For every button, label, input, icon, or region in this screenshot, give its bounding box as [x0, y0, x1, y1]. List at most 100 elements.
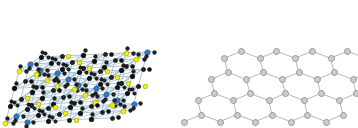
Point [212, 92, 217, 94]
Point [112, 59, 118, 61]
Point [82, 49, 88, 51]
Point [38, 69, 43, 71]
Point [94, 104, 100, 106]
Point [111, 99, 117, 101]
Point [29, 90, 34, 93]
Point [82, 84, 88, 86]
Point [91, 60, 97, 62]
Point [282, 92, 288, 94]
Point [120, 99, 126, 101]
Point [305, 114, 310, 116]
Point [92, 55, 98, 57]
Point [54, 85, 60, 87]
Point [25, 103, 31, 105]
Point [53, 77, 59, 79]
Point [73, 83, 78, 85]
Point [110, 104, 115, 106]
Point [24, 97, 30, 99]
Point [86, 77, 92, 79]
Point [82, 94, 88, 97]
Point [125, 92, 130, 94]
Point [94, 95, 100, 97]
Point [56, 113, 62, 115]
Point [101, 79, 107, 81]
Point [38, 56, 44, 58]
Point [130, 107, 136, 109]
Point [13, 82, 19, 84]
Point [221, 57, 227, 59]
Point [102, 53, 107, 55]
Point [3, 122, 8, 124]
Point [115, 82, 121, 84]
Point [93, 77, 99, 79]
Point [49, 57, 55, 59]
Point [123, 52, 129, 54]
Point [36, 109, 42, 111]
Point [113, 104, 118, 106]
Point [71, 102, 77, 104]
Point [129, 65, 135, 67]
Point [99, 111, 105, 113]
Point [314, 78, 320, 80]
Point [182, 121, 187, 123]
Point [279, 78, 285, 80]
Point [33, 73, 39, 75]
Point [274, 50, 279, 52]
Point [118, 59, 124, 61]
Point [103, 93, 109, 95]
Point [53, 58, 58, 60]
Point [72, 78, 77, 80]
Point [26, 67, 32, 69]
Point [115, 116, 121, 119]
Point [33, 63, 39, 65]
Point [90, 94, 95, 96]
Point [114, 76, 120, 78]
Point [318, 92, 324, 94]
Point [105, 110, 110, 113]
Point [114, 86, 120, 88]
Point [64, 83, 70, 85]
Point [61, 72, 67, 74]
Point [11, 87, 17, 89]
Point [146, 68, 152, 70]
Point [62, 85, 67, 87]
Point [243, 78, 249, 80]
Point [30, 85, 36, 87]
Point [13, 115, 19, 117]
Point [337, 99, 342, 102]
Point [131, 51, 136, 54]
Point [260, 71, 266, 73]
Point [67, 106, 73, 108]
Point [131, 92, 137, 94]
Point [83, 71, 88, 73]
Point [23, 80, 28, 82]
Point [39, 86, 45, 88]
Point [27, 63, 33, 65]
Point [77, 66, 83, 68]
Point [114, 99, 120, 102]
Point [257, 57, 262, 59]
Point [56, 89, 62, 91]
Point [66, 55, 71, 57]
Point [137, 102, 143, 104]
Point [131, 103, 137, 105]
Point [8, 100, 14, 102]
Point [44, 79, 49, 81]
Point [141, 57, 147, 60]
Point [225, 71, 231, 73]
Point [76, 61, 82, 63]
Point [97, 83, 103, 85]
Point [76, 84, 81, 86]
Point [59, 55, 65, 57]
Point [33, 86, 39, 88]
Point [104, 70, 110, 72]
Point [143, 55, 149, 57]
Point [340, 114, 346, 116]
Point [63, 64, 69, 66]
Point [102, 98, 108, 100]
Point [40, 91, 46, 93]
Point [67, 95, 72, 97]
Point [266, 99, 271, 102]
Point [247, 92, 253, 94]
Point [301, 99, 307, 102]
